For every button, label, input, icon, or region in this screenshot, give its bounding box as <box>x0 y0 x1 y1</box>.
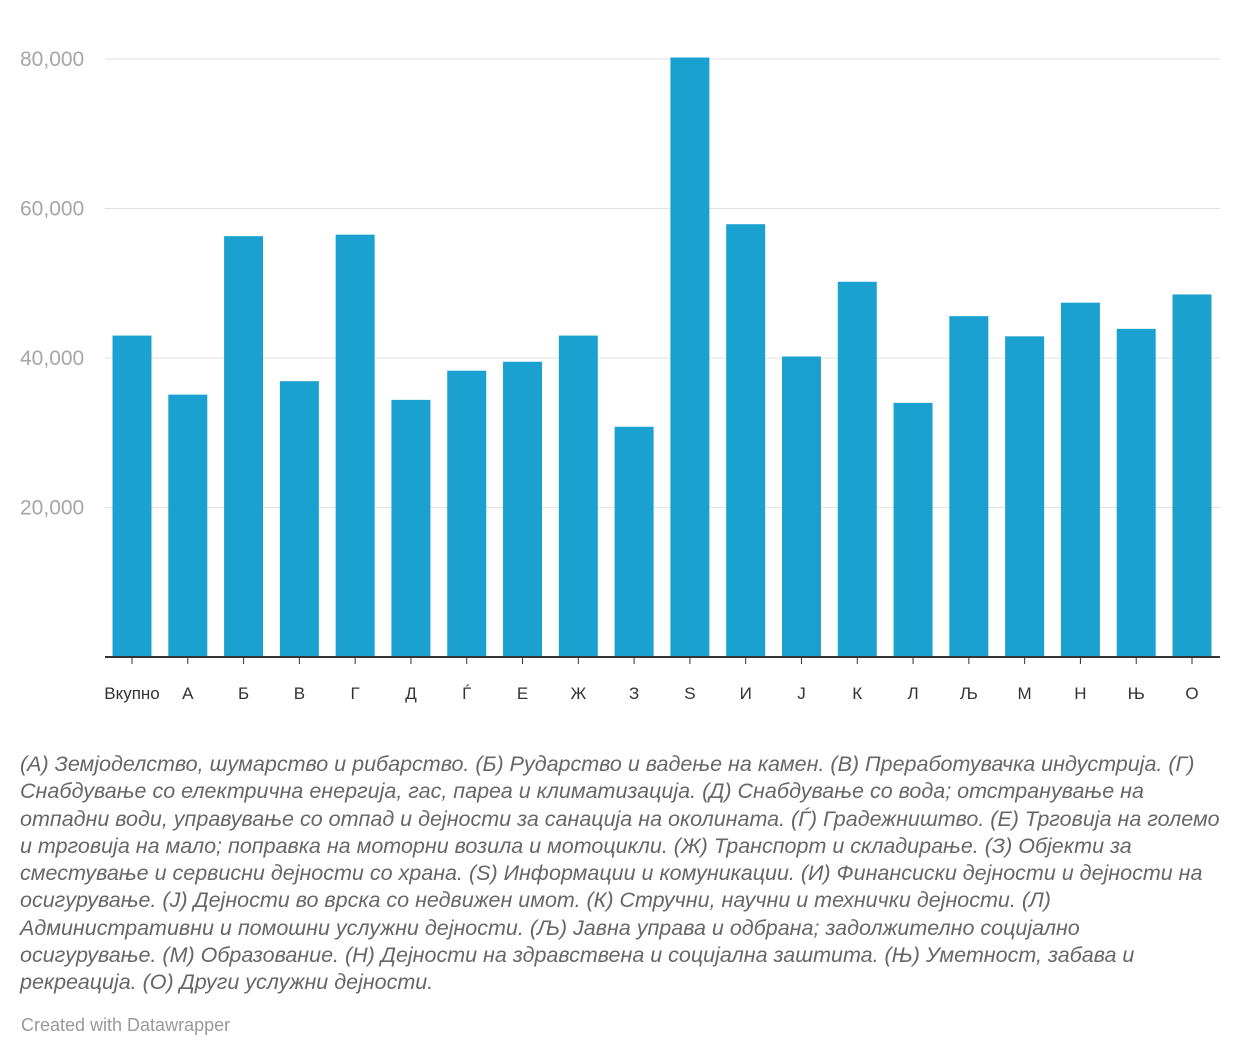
x-tick-label: М <box>1018 684 1032 703</box>
bar <box>670 57 710 657</box>
bar <box>781 356 821 657</box>
x-tick-label: Н <box>1074 684 1086 703</box>
bar <box>279 381 319 657</box>
bar <box>893 402 933 657</box>
sector-notes: (А) Земјоделство, шумарство и рибарство.… <box>20 752 1220 995</box>
x-tick-label: Ѓ <box>462 684 471 703</box>
x-tick-label: З <box>629 684 639 703</box>
bar <box>112 335 152 657</box>
x-tick-label: К <box>852 684 862 703</box>
x-tick-label: Љ <box>960 684 978 703</box>
bar <box>837 281 877 657</box>
bar <box>949 316 989 657</box>
bar <box>1005 336 1045 657</box>
bar <box>224 236 264 657</box>
bar <box>1116 328 1156 657</box>
bar <box>335 234 375 657</box>
y-tick-label: 60,000 <box>20 198 84 221</box>
x-tick-label: А <box>182 684 194 703</box>
bar <box>1060 302 1100 657</box>
x-tick-label: S <box>684 684 695 703</box>
x-tick-label: О <box>1185 684 1198 703</box>
bar-chart: 20,000 40,000 60,000 80,000 Вкупно А Б В Г Д Ѓ Е Ж З… <box>20 48 1220 703</box>
y-tick-label: 80,000 <box>20 48 84 71</box>
x-tick-label: Г <box>351 684 360 703</box>
x-tick-label: Вкупно <box>104 684 160 703</box>
credit-text: Created with Datawrapper <box>21 1015 231 1035</box>
y-tick-label: 40,000 <box>20 347 84 370</box>
bar <box>391 399 431 657</box>
bar <box>168 394 208 657</box>
x-tick-label: Д <box>405 684 417 703</box>
x-tick-label: Б <box>238 684 249 703</box>
x-tick-label: Ј <box>797 684 806 703</box>
bars <box>112 57 1212 657</box>
x-tick-label: Њ <box>1128 684 1145 703</box>
x-tick-label: Е <box>517 684 528 703</box>
x-tick-label: И <box>740 684 752 703</box>
bar <box>558 335 598 657</box>
x-tick-label: Ж <box>570 684 586 703</box>
y-tick-label: 20,000 <box>20 497 84 520</box>
x-axis: Вкупно А Б В Г Д Ѓ Е Ж З S И Ј К Л Љ М Н Њ О <box>104 656 1220 703</box>
x-tick-label: Л <box>907 684 918 703</box>
bar <box>726 224 766 657</box>
bar <box>1172 294 1212 657</box>
x-tick-label: В <box>294 684 305 703</box>
bar <box>614 426 654 657</box>
bar <box>447 370 487 657</box>
bar <box>503 361 543 657</box>
gridlines: 20,000 40,000 60,000 80,000 <box>20 48 1220 520</box>
